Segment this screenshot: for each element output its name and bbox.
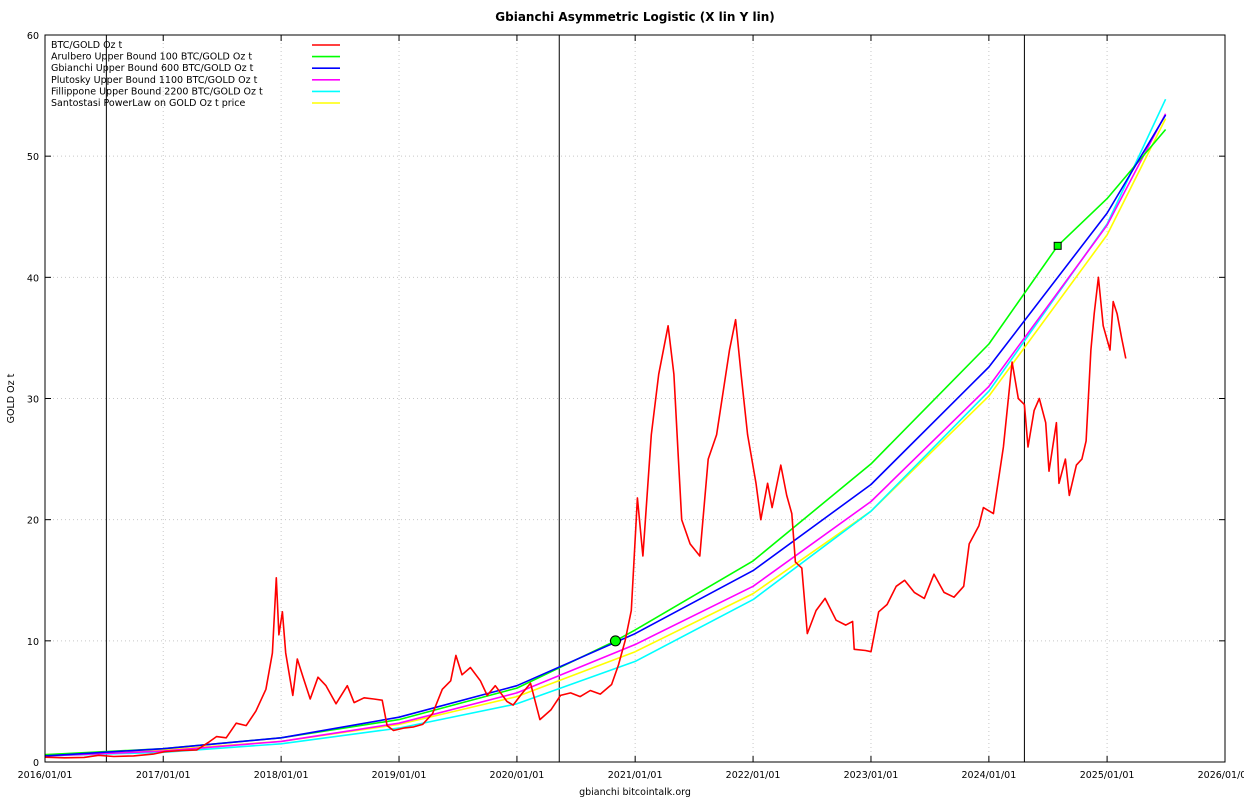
series-line-2 xyxy=(44,114,1167,757)
y-tick-label: 0 xyxy=(33,758,39,769)
ticks xyxy=(44,34,1226,763)
x-tick-label: 2020/01/01 xyxy=(490,770,545,781)
legend-label-4: Fillippone Upper Bound 2200 BTC/GOLD Oz … xyxy=(51,86,263,97)
series-line-4 xyxy=(44,98,1167,757)
y-tick-labels: 0 10 20 30 40 50 60 xyxy=(27,31,39,769)
x-tick-label: 2025/01/01 xyxy=(1080,770,1135,781)
highlight-point-square xyxy=(1053,241,1062,250)
series-line-3 xyxy=(44,113,1167,757)
series-line-0 xyxy=(44,276,1127,759)
y-tick-label: 10 xyxy=(27,637,39,648)
x-tick-label: 2021/01/01 xyxy=(608,770,663,781)
series-line-1 xyxy=(44,128,1167,756)
legend-label-3: Plutosky Upper Bound 1100 BTC/GOLD Oz t xyxy=(51,75,258,86)
y-tick-label: 50 xyxy=(27,152,39,163)
x-tick-label: 2019/01/01 xyxy=(372,770,427,781)
y-tick-label: 40 xyxy=(27,273,39,284)
x-tick-label: 2018/01/01 xyxy=(254,770,309,781)
x-tick-label: 2024/01/01 xyxy=(961,770,1016,781)
x-tick-label: 2026/01/01 xyxy=(1198,770,1244,781)
highlight-point-circle xyxy=(609,635,621,647)
y-axis-label: GOLD Oz t xyxy=(6,373,17,423)
grid xyxy=(45,35,1225,762)
y-tick-label: 60 xyxy=(27,31,39,42)
legend-label-2: Gbianchi Upper Bound 600 BTC/GOLD Oz t xyxy=(51,63,254,74)
y-tick-label: 20 xyxy=(27,516,39,527)
y-tick-label: 30 xyxy=(27,395,39,406)
x-tick-label: 2023/01/01 xyxy=(844,770,899,781)
x-tick-labels: 2016/01/01 2017/01/01 2018/01/01 2019/01/01… xyxy=(18,770,1244,781)
legend-label-0: BTC/GOLD Oz t xyxy=(51,40,123,51)
series-line-5 xyxy=(44,118,1167,756)
x-tick-label: 2022/01/01 xyxy=(726,770,781,781)
vertical-markers xyxy=(105,35,1025,762)
x-tick-label: 2017/01/01 xyxy=(136,770,191,781)
chart-title: Gbianchi Asymmetric Logistic (X lin Y li… xyxy=(495,10,774,24)
x-axis-label: gbianchi bitcointalk.org xyxy=(579,787,691,798)
series-layer xyxy=(44,98,1167,759)
marker-layer xyxy=(609,241,1062,647)
x-tick-label: 2016/01/01 xyxy=(18,770,73,781)
legend-label-5: Santostasi PowerLaw on GOLD Oz t price xyxy=(51,98,245,109)
legend-label-1: Arulbero Upper Bound 100 BTC/GOLD Oz t xyxy=(51,52,252,63)
